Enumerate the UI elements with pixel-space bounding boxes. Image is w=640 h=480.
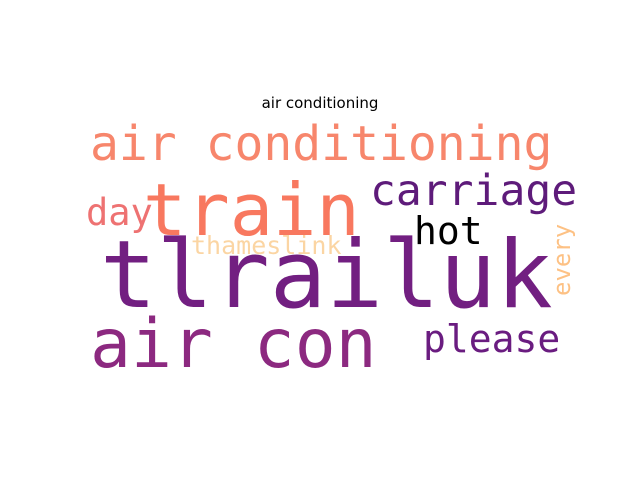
word-thameslink: thameslink <box>191 231 342 260</box>
word-every: every <box>548 224 576 296</box>
word-train: train <box>143 168 360 252</box>
word-air-conditioning: air conditioning <box>90 116 552 172</box>
word-hot: hot <box>414 209 483 253</box>
word-tlrailuk: tlrailuk <box>100 221 553 330</box>
word-air-con: air con <box>90 305 377 384</box>
figure-title: air conditioning <box>261 94 379 112</box>
word-day: day <box>86 191 153 234</box>
word-carriage: carriage <box>370 166 577 216</box>
word-please: please <box>423 317 560 361</box>
